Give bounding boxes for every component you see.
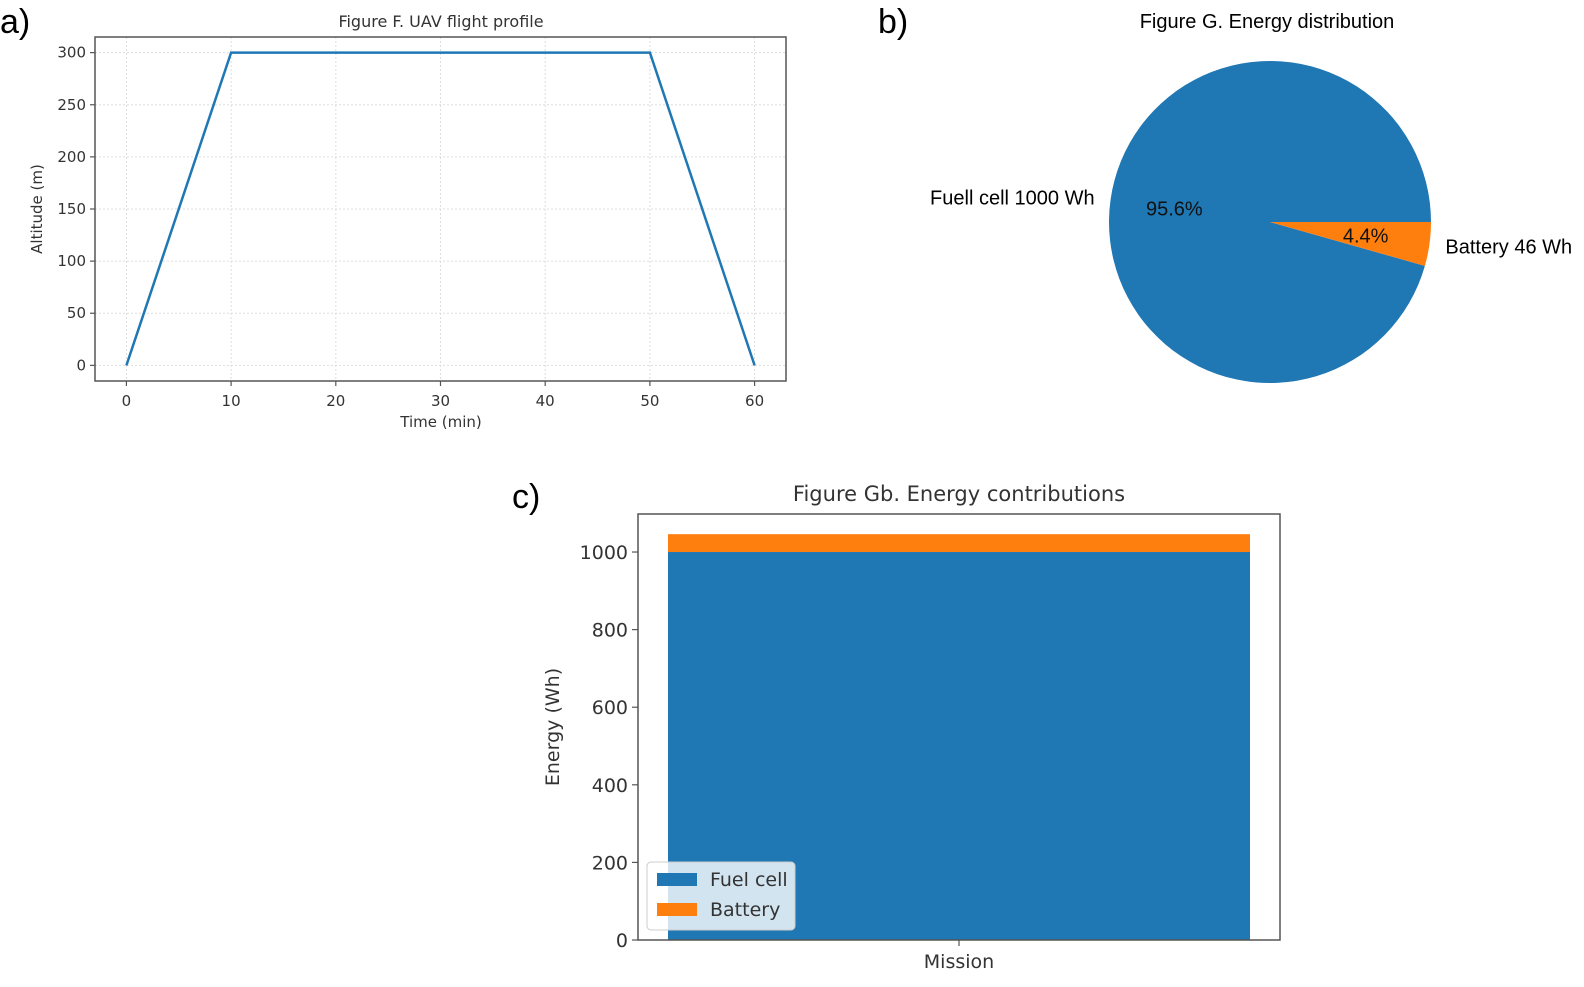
chart-a-x-tick-label: 60 xyxy=(745,392,764,410)
chart-c-y-tick-label: 800 xyxy=(592,620,628,642)
chart-a-y-tick-label: 100 xyxy=(57,252,86,270)
chart-c-y-tick-label: 200 xyxy=(592,852,628,874)
pie-slice-label: Fuell cell 1000 Wh xyxy=(930,188,1095,210)
chart-a-x-tick-label: 30 xyxy=(431,392,450,410)
chart-c-y-tick-label: 400 xyxy=(592,775,628,797)
pie-slice-fuel-cell xyxy=(1108,61,1431,384)
panel-label-b: b) xyxy=(878,3,908,41)
legend-swatch-fuel-cell xyxy=(657,873,697,886)
panel-label-c: c) xyxy=(512,478,540,516)
pie-chart-energy-distribution: Figure G. Energy distribution 95.6% Fuell… xyxy=(930,11,1572,384)
chart-a-title: Figure F. UAV flight profile xyxy=(338,12,543,31)
chart-b-title: Figure G. Energy distribution xyxy=(1140,11,1395,33)
legend-label: Fuel cell xyxy=(710,869,788,891)
chart-c-x-tick-label: Mission xyxy=(924,951,994,973)
line-chart-flight-profile: Figure F. UAV flight profile 0 10 20 30 40 50… xyxy=(28,12,787,431)
chart-a-x-tick-label: 50 xyxy=(640,392,659,410)
chart-c-y-label: Energy (Wh) xyxy=(542,668,564,786)
stacked-bar-chart-energy-contributions: Figure Gb. Energy contributions 0 200 400 6… xyxy=(542,482,1281,973)
chart-c-x-ticks: Mission xyxy=(924,940,994,973)
chart-a-y-tick-label: 0 xyxy=(76,356,86,374)
chart-a-y-tick-label: 50 xyxy=(67,304,86,322)
chart-a-x-tick-label: 20 xyxy=(326,392,345,410)
chart-a-y-tick-label: 200 xyxy=(57,148,86,166)
legend-swatch-battery xyxy=(657,903,697,916)
chart-a-y-tick-label: 300 xyxy=(57,44,86,62)
chart-a-x-ticks: 0 10 20 30 40 50 60 xyxy=(122,381,764,410)
chart-c-y-tick-label: 1000 xyxy=(580,542,628,564)
pie-percent-label: 95.6% xyxy=(1146,199,1203,221)
chart-a-y-label: Altitude (m) xyxy=(28,164,46,254)
chart-a-x-label: Time (min) xyxy=(399,413,481,431)
chart-c-title: Figure Gb. Energy contributions xyxy=(793,482,1125,506)
bar-segment-battery xyxy=(668,534,1250,553)
chart-a-y-tick-label: 150 xyxy=(57,200,86,218)
pie-percent-label: 4.4% xyxy=(1343,225,1389,247)
chart-a-y-tick-label: 250 xyxy=(57,96,86,114)
chart-c-y-tick-label: 600 xyxy=(592,697,628,719)
chart-a-y-ticks: 0 50 100 150 200 250 300 xyxy=(57,44,95,374)
legend-label: Battery xyxy=(710,899,780,921)
chart-c-legend: Fuel cell Battery xyxy=(646,861,796,931)
chart-a-x-tick-label: 10 xyxy=(222,392,241,410)
chart-b-labels: 95.6% Fuell cell 1000 Wh 4.4% Battery 46 Wh xyxy=(930,188,1572,259)
chart-a-altitude-line xyxy=(125,51,756,366)
chart-a-x-tick-label: 40 xyxy=(536,392,555,410)
chart-c-y-tick-label: 0 xyxy=(616,930,628,952)
pie-slice-battery xyxy=(1270,222,1431,266)
pie-slice-label: Battery 46 Wh xyxy=(1445,236,1572,258)
chart-a-grid xyxy=(95,37,786,381)
panel-label-a: a) xyxy=(0,3,30,41)
chart-b-slices xyxy=(1108,61,1431,384)
chart-a-x-tick-label: 0 xyxy=(122,392,132,410)
chart-c-y-ticks: 0 200 400 600 800 1000 xyxy=(580,542,638,952)
